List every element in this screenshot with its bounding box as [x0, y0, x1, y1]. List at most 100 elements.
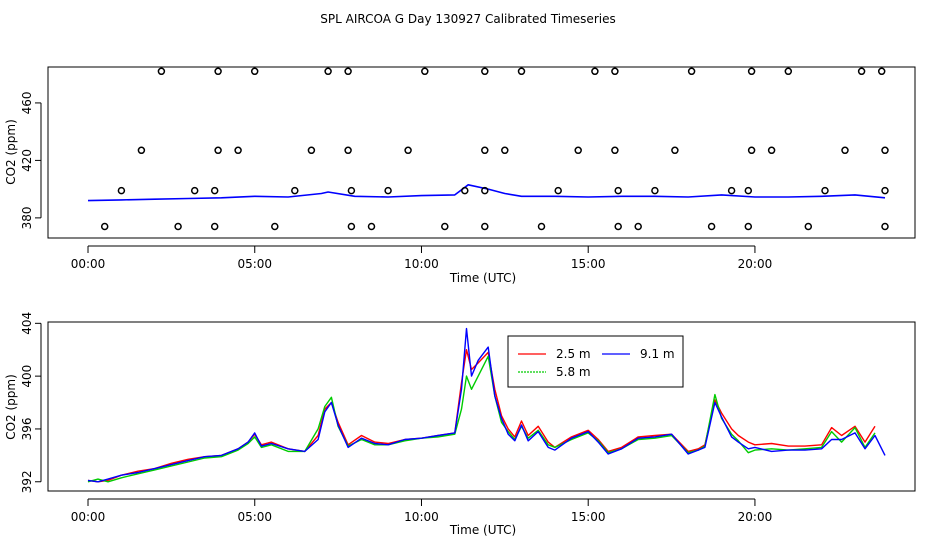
scatter-point — [611, 67, 619, 76]
bottom-x-tick-label: 05:00 — [237, 510, 272, 524]
y-axis-label-top: CO2 (ppm) — [4, 119, 18, 185]
bottom-x-tick-label: 00:00 — [71, 510, 106, 524]
figure-title: SPL AIRCOA G Day 130927 Calibrated Times… — [320, 12, 615, 26]
bottom-y-tick-label: 392 — [20, 470, 34, 493]
scatter-point — [501, 146, 509, 155]
scatter-point — [271, 222, 279, 231]
y-axis-ticks-bottom: 392 396 400 404 — [20, 312, 42, 493]
scatter-point — [461, 186, 469, 195]
scatter-point — [214, 67, 222, 76]
scatter-point — [291, 186, 299, 195]
scatter-point — [554, 186, 562, 195]
bottom-x-tick-label: 10:00 — [404, 510, 439, 524]
scatter-point — [574, 146, 582, 155]
scatter-point — [190, 186, 199, 195]
y-axis-label-bottom: CO2 (ppm) — [4, 374, 18, 440]
top-x-tick-label: 20:00 — [738, 257, 773, 271]
scatter-point — [634, 222, 642, 231]
bottom-x-tick-label: 20:00 — [738, 510, 773, 524]
scatter-point — [347, 186, 356, 195]
y-axis-ticks-top: 380 420 460 — [20, 91, 42, 229]
scatter-point — [344, 67, 352, 76]
scatter-point — [727, 186, 736, 195]
panel-bottom-timeseries-heights: Time (UTC) CO2 (ppm) 00:00 05:00 10:00 15:0… — [4, 312, 916, 537]
scatter-point — [157, 67, 166, 76]
plot-frame-top — [47, 66, 916, 239]
plot-frame-bottom — [47, 321, 916, 492]
top-ambient-line — [87, 184, 886, 202]
bottom-y-tick-label: 400 — [20, 365, 34, 388]
scatter-point — [614, 222, 622, 231]
scatter-point — [744, 222, 753, 231]
scatter-point — [767, 146, 776, 155]
scatter-point — [214, 146, 222, 155]
bottom-y-tick-label: 396 — [20, 417, 34, 440]
scatter-point — [117, 186, 126, 195]
bottom-x-tick-label: 15:00 — [571, 510, 606, 524]
scatter-point — [384, 186, 392, 195]
scatter-point — [857, 67, 866, 76]
top-y-tick-label: 420 — [20, 149, 34, 172]
scatter-point — [404, 146, 412, 155]
scatter-point — [841, 146, 849, 155]
scatter-point — [881, 222, 889, 231]
x-axis-label-bottom: Time (UTC) — [449, 523, 516, 537]
scatter-point — [347, 222, 356, 231]
scatter-point — [591, 67, 599, 76]
scatter-point — [481, 146, 489, 155]
top-y-tick-label: 380 — [20, 206, 34, 229]
scatter-point — [307, 146, 316, 155]
scatter-point — [747, 67, 756, 76]
x-axis-ticks-bottom: 00:00 05:00 10:00 15:00 20:00 — [71, 498, 773, 524]
scatter-point — [174, 222, 182, 231]
bottom-y-tick-label: 404 — [20, 312, 34, 335]
top-x-tick-label: 10:00 — [404, 257, 439, 271]
scatter-point — [671, 146, 679, 155]
scatter-point — [100, 222, 109, 231]
top-x-tick-label: 05:00 — [237, 257, 272, 271]
scatter-point — [747, 146, 756, 155]
scatter-point — [324, 67, 332, 76]
scatter-point — [744, 186, 753, 195]
scatter-point — [250, 67, 259, 76]
scatter-point — [137, 146, 146, 155]
top-y-tick-label: 460 — [20, 91, 34, 114]
scatter-point — [367, 222, 376, 231]
line-series-top — [87, 184, 886, 202]
scatter-point — [821, 186, 829, 195]
scatter-point — [881, 186, 889, 195]
top-x-tick-label: 00:00 — [71, 257, 106, 271]
x-axis-label-top: Time (UTC) — [449, 271, 516, 285]
scatter-point — [707, 222, 716, 231]
legend-label-5-8m: 5.8 m — [556, 365, 591, 379]
scatter-point — [687, 67, 696, 76]
scatter-point — [441, 222, 449, 231]
top-x-tick-label: 15:00 — [571, 257, 606, 271]
scatter-point — [877, 67, 886, 76]
point-series-top — [100, 67, 889, 231]
scatter-point — [234, 146, 242, 155]
scatter-point — [537, 222, 546, 231]
legend-label-9-1m: 9.1 m — [640, 347, 675, 361]
series-line-9-1-m — [87, 327, 886, 483]
scatter-point — [614, 186, 622, 195]
scatter-point — [784, 67, 793, 76]
legend-box — [507, 335, 684, 388]
line-series-bottom — [87, 327, 886, 483]
scatter-point — [481, 186, 489, 195]
x-axis-ticks-top: 00:00 05:00 10:00 15:00 20:00 — [71, 245, 773, 271]
scatter-point — [481, 222, 489, 231]
scatter-point — [344, 146, 352, 155]
scatter-point — [210, 186, 219, 195]
panel-top-timeseries-raw: Time (UTC) CO2 (ppm) 00:00 05:00 10:00 15:0… — [4, 66, 916, 285]
scatter-point — [611, 146, 619, 155]
scatter-point — [881, 146, 889, 155]
legend-label-2-5m: 2.5 m — [556, 347, 591, 361]
scatter-point — [804, 222, 813, 231]
scatter-point — [481, 67, 489, 76]
series-line-5-8-m — [87, 355, 876, 483]
legend: 2.5 m 5.8 m 9.1 m — [507, 335, 684, 388]
scatter-point — [651, 186, 659, 195]
scatter-point — [421, 67, 429, 76]
